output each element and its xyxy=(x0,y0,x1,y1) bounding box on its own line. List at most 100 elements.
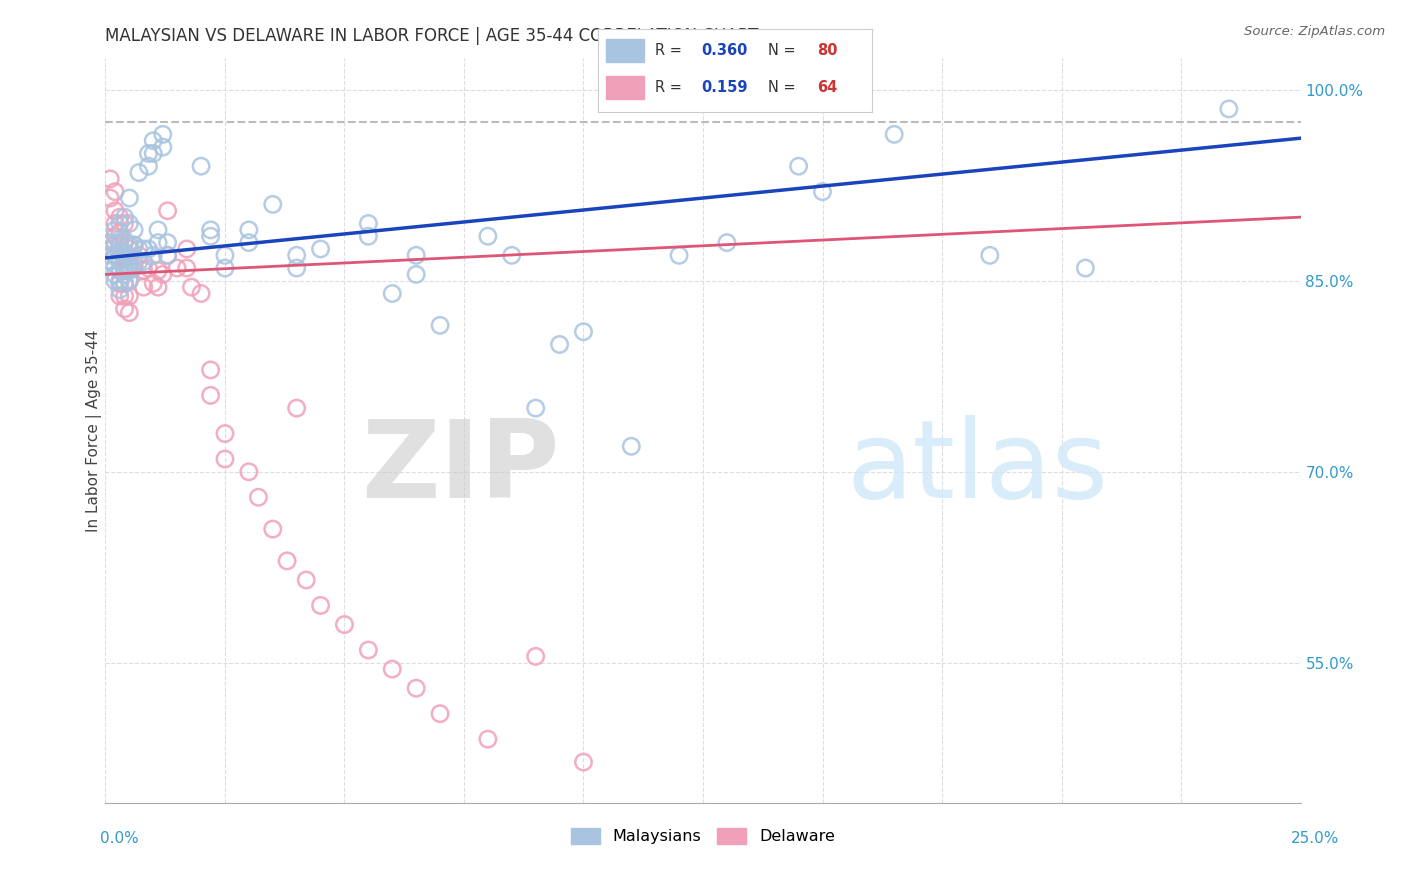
Point xyxy=(104,203,127,218)
Point xyxy=(138,159,160,173)
Point xyxy=(142,146,165,161)
Point xyxy=(104,223,127,237)
Point xyxy=(104,268,127,282)
Point xyxy=(262,522,284,536)
FancyBboxPatch shape xyxy=(606,39,644,62)
Point xyxy=(108,283,131,297)
Point xyxy=(132,242,155,256)
Point xyxy=(108,277,131,291)
Point xyxy=(114,301,136,316)
Point xyxy=(108,235,131,250)
Point xyxy=(477,229,499,244)
Point xyxy=(104,238,127,252)
Point xyxy=(104,235,127,250)
Point xyxy=(200,223,222,237)
Point xyxy=(122,238,145,252)
Point xyxy=(142,277,165,291)
Text: 80: 80 xyxy=(817,44,838,58)
Point xyxy=(190,159,212,173)
Point xyxy=(114,251,136,265)
Point xyxy=(114,233,136,247)
Text: 25.0%: 25.0% xyxy=(1291,831,1339,846)
Point xyxy=(122,223,145,237)
Point xyxy=(118,274,141,288)
Point xyxy=(128,254,150,268)
Point xyxy=(108,289,131,303)
Point xyxy=(128,248,150,262)
Point xyxy=(104,217,127,231)
Point xyxy=(166,261,188,276)
Point xyxy=(118,191,141,205)
Point xyxy=(98,235,121,250)
Point xyxy=(114,210,136,224)
Point xyxy=(118,263,141,277)
Text: R =: R = xyxy=(655,44,686,58)
Text: 64: 64 xyxy=(817,80,837,95)
Text: 0.159: 0.159 xyxy=(702,80,748,95)
Point xyxy=(429,706,451,721)
Point xyxy=(118,305,141,319)
Point xyxy=(333,617,356,632)
Point xyxy=(108,263,131,277)
Point xyxy=(381,286,404,301)
Text: N =: N = xyxy=(768,44,800,58)
Point xyxy=(238,465,260,479)
Text: Source: ZipAtlas.com: Source: ZipAtlas.com xyxy=(1244,25,1385,38)
Point xyxy=(309,242,332,256)
Point xyxy=(152,140,174,154)
Point xyxy=(214,426,236,441)
Text: R =: R = xyxy=(655,80,692,95)
Point xyxy=(190,286,212,301)
Point xyxy=(1218,102,1240,116)
Point xyxy=(883,128,905,142)
Text: ZIP: ZIP xyxy=(361,415,560,521)
Point xyxy=(108,210,131,224)
Point xyxy=(620,439,643,453)
Point xyxy=(180,280,202,294)
Point xyxy=(276,554,298,568)
Point xyxy=(200,388,222,402)
Point xyxy=(138,242,160,256)
Point xyxy=(572,325,595,339)
Point xyxy=(285,261,308,276)
Point xyxy=(118,238,141,252)
Point xyxy=(548,337,571,351)
Point xyxy=(114,257,136,271)
Point xyxy=(132,263,155,277)
Point xyxy=(122,238,145,252)
Point xyxy=(381,662,404,676)
Point xyxy=(146,280,169,294)
Point xyxy=(668,248,690,262)
Point xyxy=(132,254,155,268)
Point xyxy=(98,172,121,186)
Point xyxy=(128,165,150,179)
Point xyxy=(122,251,145,265)
Point xyxy=(156,248,179,262)
Point xyxy=(1074,261,1097,276)
Point xyxy=(214,261,236,276)
Point xyxy=(285,401,308,416)
Point xyxy=(214,248,236,262)
Point xyxy=(118,259,141,273)
Point xyxy=(108,226,131,240)
Point xyxy=(716,235,738,250)
Point xyxy=(142,134,165,148)
Point xyxy=(262,197,284,211)
Point xyxy=(108,251,131,265)
Point xyxy=(200,363,222,377)
Point xyxy=(132,280,155,294)
Point xyxy=(104,248,127,262)
Point xyxy=(156,248,179,262)
Point xyxy=(114,235,136,250)
Point xyxy=(142,248,165,262)
Point xyxy=(979,248,1001,262)
Legend: Malaysians, Delaware: Malaysians, Delaware xyxy=(565,822,841,851)
Point xyxy=(118,274,141,288)
Point xyxy=(152,268,174,282)
Point xyxy=(176,261,198,276)
Point xyxy=(405,268,427,282)
Text: MALAYSIAN VS DELAWARE IN LABOR FORCE | AGE 35-44 CORRELATION CHART: MALAYSIAN VS DELAWARE IN LABOR FORCE | A… xyxy=(105,28,759,45)
Point xyxy=(128,242,150,256)
Point xyxy=(118,242,141,256)
Point xyxy=(238,223,260,237)
